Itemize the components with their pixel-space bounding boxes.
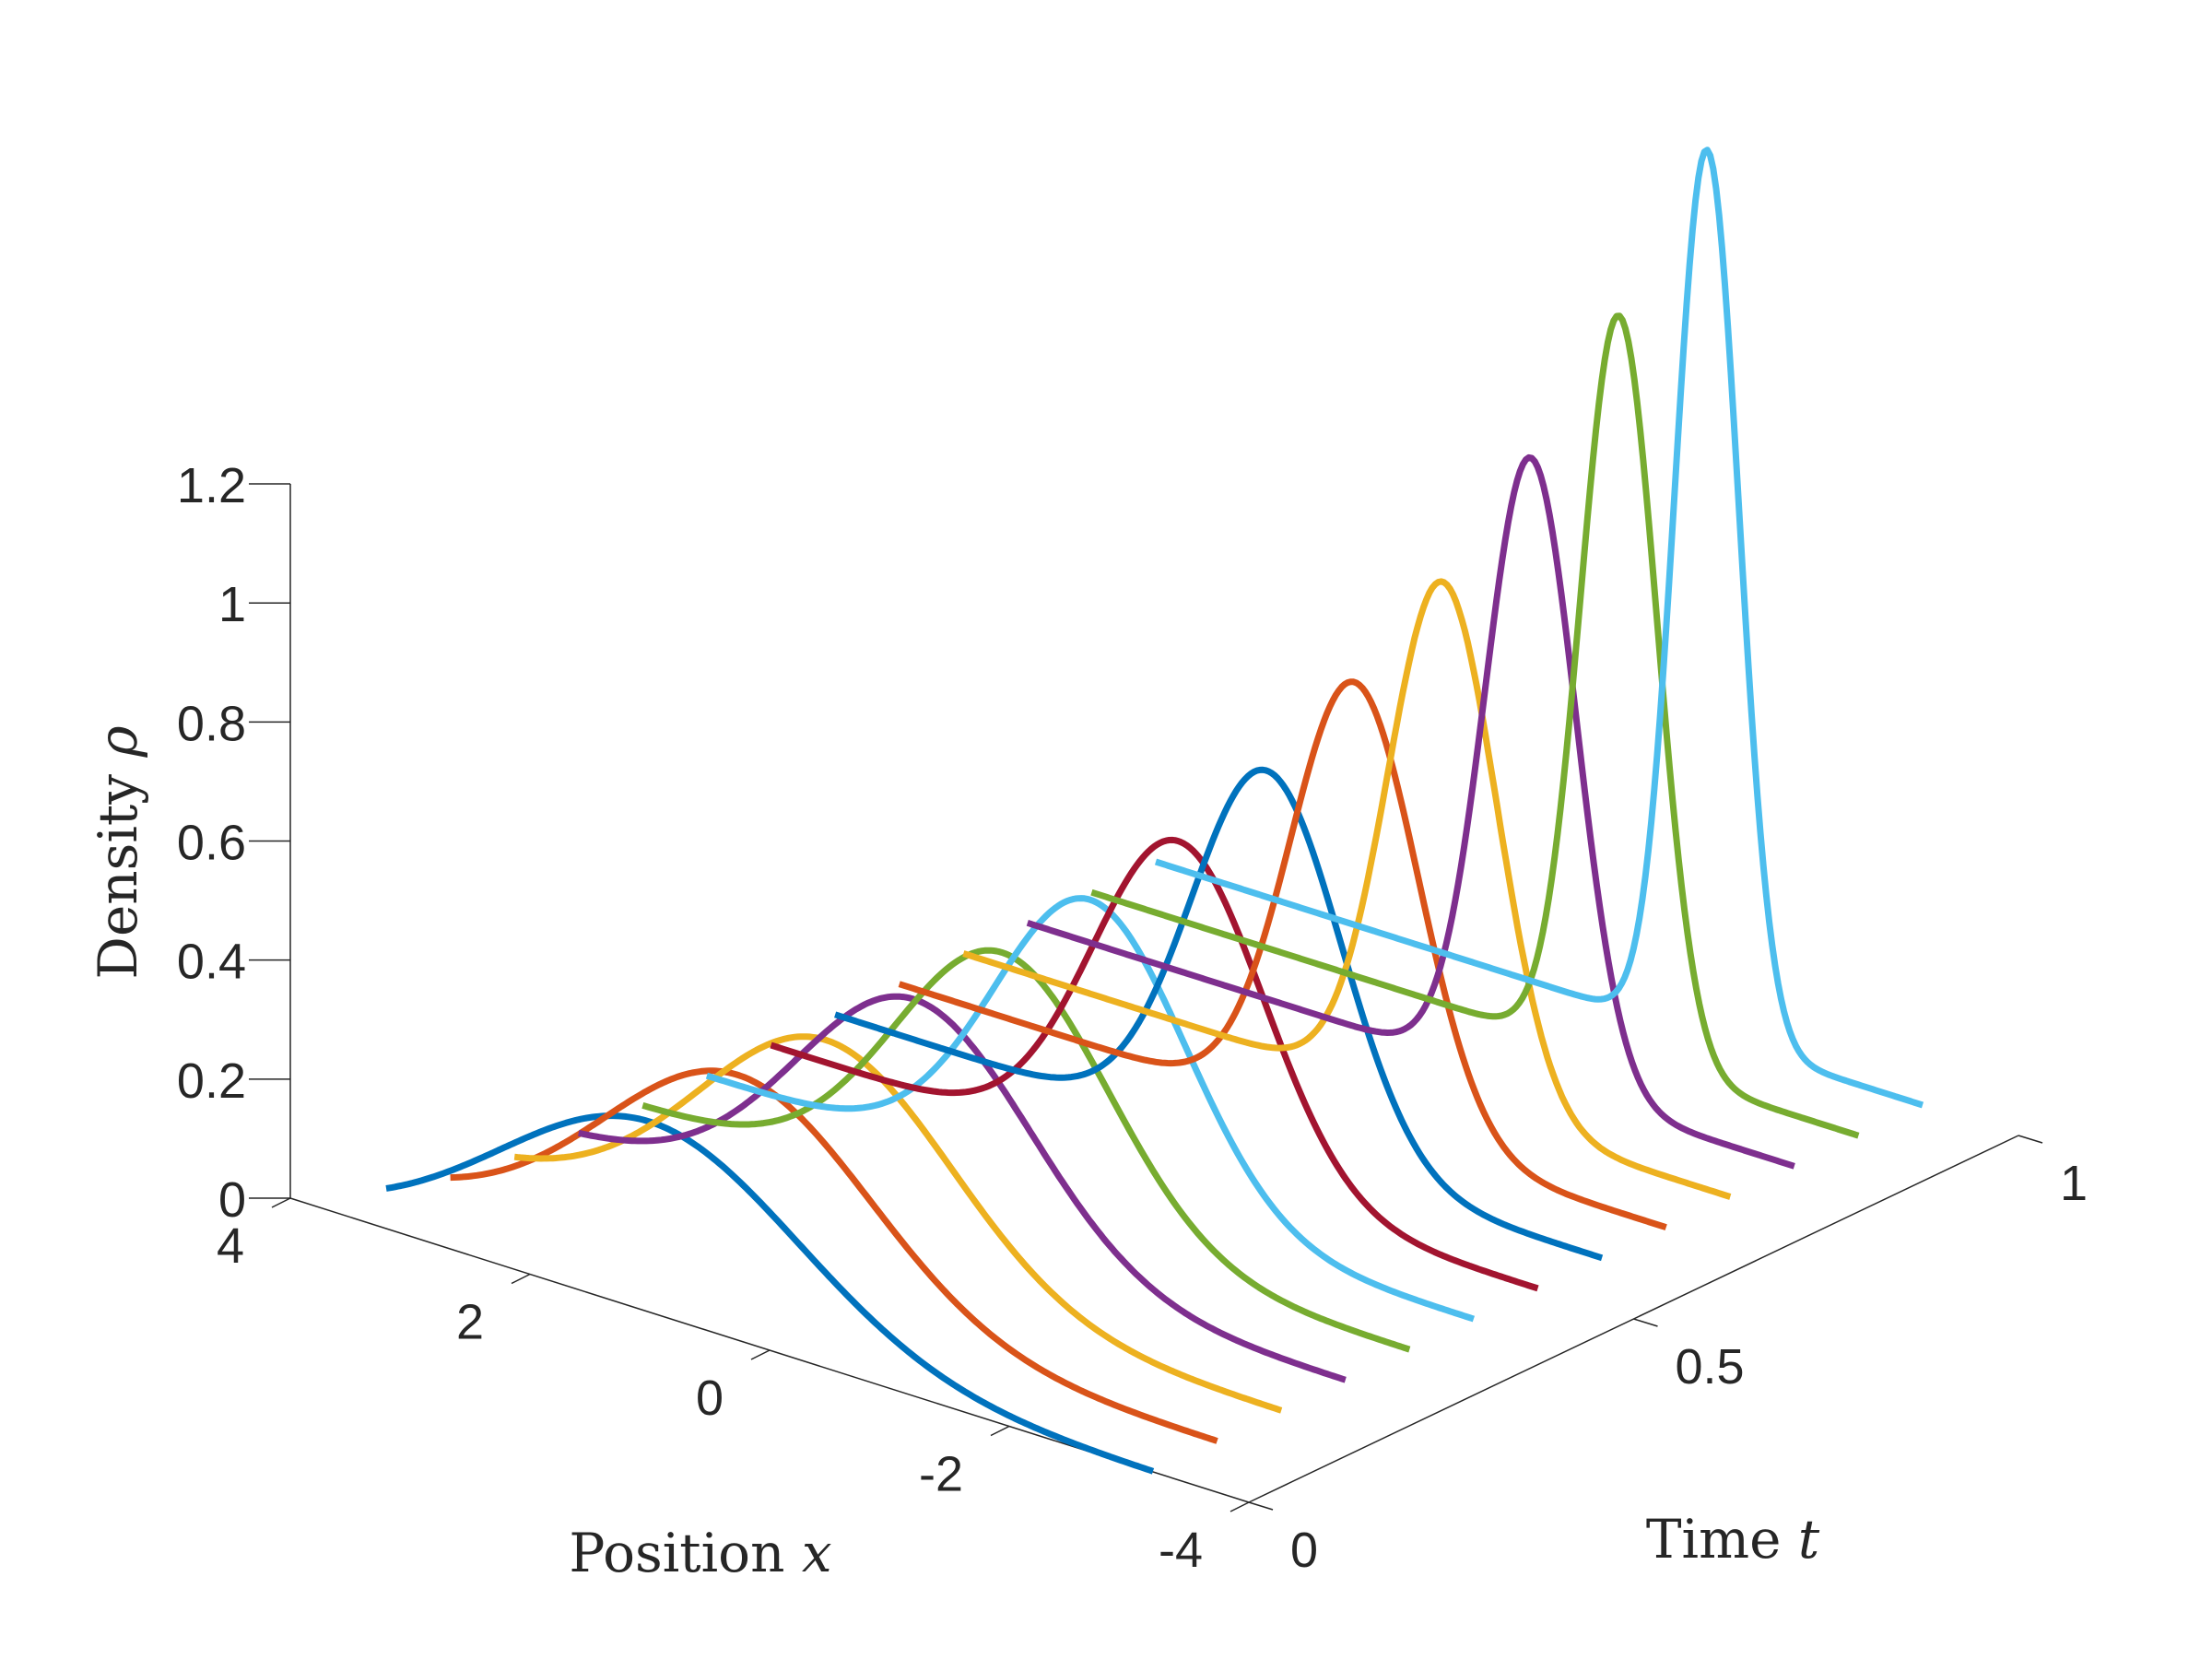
density-curve (385, 1112, 1155, 1475)
z-tick-label: 0.6 (177, 816, 246, 871)
t-axis-title: Time t (1646, 1508, 1820, 1571)
density-curve (1090, 312, 1860, 1139)
t-tick (1633, 1318, 1658, 1327)
x-tick (511, 1273, 531, 1285)
density-curve (513, 1033, 1283, 1414)
density-curve (898, 678, 1667, 1231)
density-curve (705, 895, 1476, 1323)
z-tick-label: 0 (218, 1172, 246, 1228)
z-tick-label: 0.2 (177, 1053, 246, 1109)
density-curve (770, 836, 1539, 1292)
density-curve (450, 1067, 1218, 1444)
density-curves (385, 147, 1924, 1475)
x-tick-label: 0 (696, 1371, 724, 1426)
z-tick-label: 0.8 (177, 696, 246, 751)
x-tick-label: 4 (217, 1218, 244, 1274)
density-curve (834, 766, 1604, 1262)
tick-labels: 0 0.2 0.4 0.6 0.8 1 1.2 4 2 0 -2 -4 0 0.5 1 (177, 458, 2088, 1578)
tick-marks (249, 483, 2043, 1512)
z-tick-label: 1.2 (177, 458, 246, 513)
t-tick-label: 0 (1290, 1523, 1318, 1578)
t-tick-label: 0.5 (1676, 1339, 1745, 1394)
density-curve (1154, 147, 1924, 1109)
z-tick-label: 0.4 (177, 935, 246, 990)
density-curve (641, 947, 1411, 1353)
x-tick-label: -4 (1159, 1523, 1203, 1578)
t-tick (1248, 1501, 1274, 1511)
t-tick-label: 1 (2060, 1156, 2088, 1211)
x-tick (750, 1349, 771, 1360)
x-tick-label: 2 (456, 1295, 484, 1350)
x-tick (1230, 1501, 1250, 1512)
t-tick (2018, 1135, 2043, 1144)
x-axis-title: Position x (569, 1522, 831, 1584)
z-tick-label: 1 (218, 577, 246, 632)
x-tick-label: -2 (919, 1447, 963, 1502)
x-tick (271, 1197, 291, 1208)
z-axis-title: Density ρ (87, 725, 149, 979)
density-curve (1026, 453, 1795, 1170)
x-tick (990, 1425, 1010, 1437)
density-curve (962, 578, 1732, 1200)
